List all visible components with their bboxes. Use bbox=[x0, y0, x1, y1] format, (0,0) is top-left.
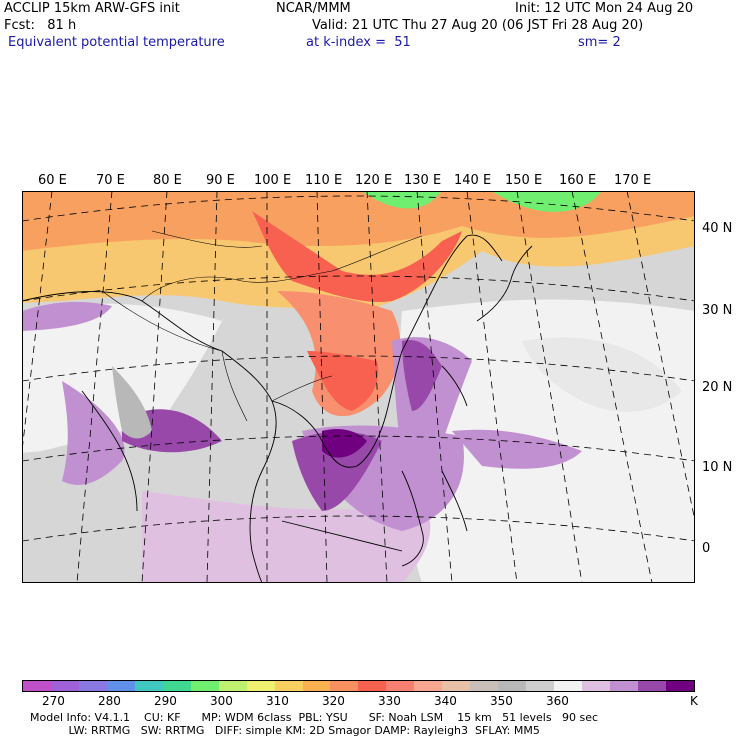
colorbar-swatch bbox=[470, 681, 499, 691]
forecast-hour: Fcst: 81 h bbox=[4, 18, 77, 33]
lon-label-140e: 140 E bbox=[454, 173, 492, 188]
colorbar-swatch bbox=[358, 681, 387, 691]
theta-e-field bbox=[22, 191, 695, 583]
colorbar-label-280: 280 bbox=[98, 694, 121, 708]
colorbar-label-320: 320 bbox=[322, 694, 345, 708]
colorbar-swatch bbox=[218, 681, 247, 691]
colorbar-swatch bbox=[554, 681, 583, 691]
model-info-line1: Model Info: V4.1.1 CU: KF MP: WDM 6class… bbox=[30, 711, 599, 724]
coastlines bbox=[22, 234, 533, 583]
lon-label-90e: 90 E bbox=[206, 173, 235, 188]
field-name: Equivalent potential temperature bbox=[8, 35, 225, 50]
lat-label-10n: 10 N bbox=[702, 460, 733, 475]
colorbar-label-330: 330 bbox=[378, 694, 401, 708]
lon-label-60e: 60 E bbox=[38, 173, 67, 188]
colorbar-label-290: 290 bbox=[154, 694, 177, 708]
colorbar-swatch bbox=[386, 681, 415, 691]
colorbar bbox=[22, 680, 695, 692]
colorbar-swatch bbox=[23, 681, 51, 691]
valid-time: Valid: 21 UTC Thu 27 Aug 20 (06 JST Fri … bbox=[312, 18, 644, 33]
colorbar-swatch bbox=[582, 681, 611, 691]
lon-label-170e: 170 E bbox=[614, 173, 652, 188]
lat-label-20n: 20 N bbox=[702, 380, 733, 395]
colorbar-label-310: 310 bbox=[266, 694, 289, 708]
lon-label-110e: 110 E bbox=[305, 173, 343, 188]
colorbar-swatch bbox=[498, 681, 527, 691]
colorbar-swatch bbox=[665, 681, 694, 691]
lon-label-130e: 130 E bbox=[404, 173, 442, 188]
org-label: NCAR/MMM bbox=[276, 1, 351, 16]
colorbar-unit: K bbox=[690, 694, 698, 708]
lat-label-30n: 30 N bbox=[702, 303, 733, 318]
colorbar-swatch bbox=[302, 681, 331, 691]
colorbar-swatch bbox=[50, 681, 79, 691]
colorbar-label-350: 350 bbox=[490, 694, 513, 708]
lon-label-80e: 80 E bbox=[153, 173, 182, 188]
colorbar-swatch bbox=[637, 681, 666, 691]
level-label: at k-index = 51 bbox=[306, 35, 411, 50]
map-panel bbox=[22, 191, 695, 583]
lon-label-70e: 70 E bbox=[96, 173, 125, 188]
colorbar-swatch bbox=[190, 681, 219, 691]
colorbar-swatch bbox=[78, 681, 107, 691]
colorbar-swatch bbox=[106, 681, 135, 691]
country-borders bbox=[101, 230, 423, 422]
colorbar-label-340: 340 bbox=[434, 694, 457, 708]
init-time: Init: 12 UTC Mon 24 Aug 20 bbox=[515, 1, 694, 16]
colorbar-swatch bbox=[610, 681, 638, 691]
colorbar-label-360: 360 bbox=[546, 694, 569, 708]
colorbar-swatch bbox=[246, 681, 275, 691]
lon-label-100e: 100 E bbox=[254, 173, 292, 188]
lon-label-160e: 160 E bbox=[559, 173, 597, 188]
colorbar-swatch bbox=[526, 681, 555, 691]
colorbar-swatch bbox=[274, 681, 303, 691]
colorbar-swatch bbox=[134, 681, 163, 691]
lon-label-150e: 150 E bbox=[505, 173, 543, 188]
lat-label-40n: 40 N bbox=[702, 221, 733, 236]
colorbar-swatch bbox=[442, 681, 471, 691]
smoothing-label: sm= 2 bbox=[578, 35, 621, 50]
colorbar-label-270: 270 bbox=[42, 694, 65, 708]
map-frame bbox=[22, 191, 695, 583]
colorbar-swatch bbox=[162, 681, 191, 691]
lat-lon-grid bbox=[22, 191, 695, 583]
model-title: ACCLIP 15km ARW-GFS init bbox=[4, 1, 180, 16]
colorbar-label-300: 300 bbox=[210, 694, 233, 708]
colorbar-swatch bbox=[414, 681, 443, 691]
lat-label-0: 0 bbox=[702, 541, 711, 556]
model-info-line2: LW: RRTMG SW: RRTMG DIFF: simple KM: 2D … bbox=[30, 724, 540, 737]
lon-label-120e: 120 E bbox=[355, 173, 393, 188]
colorbar-swatch bbox=[330, 681, 359, 691]
